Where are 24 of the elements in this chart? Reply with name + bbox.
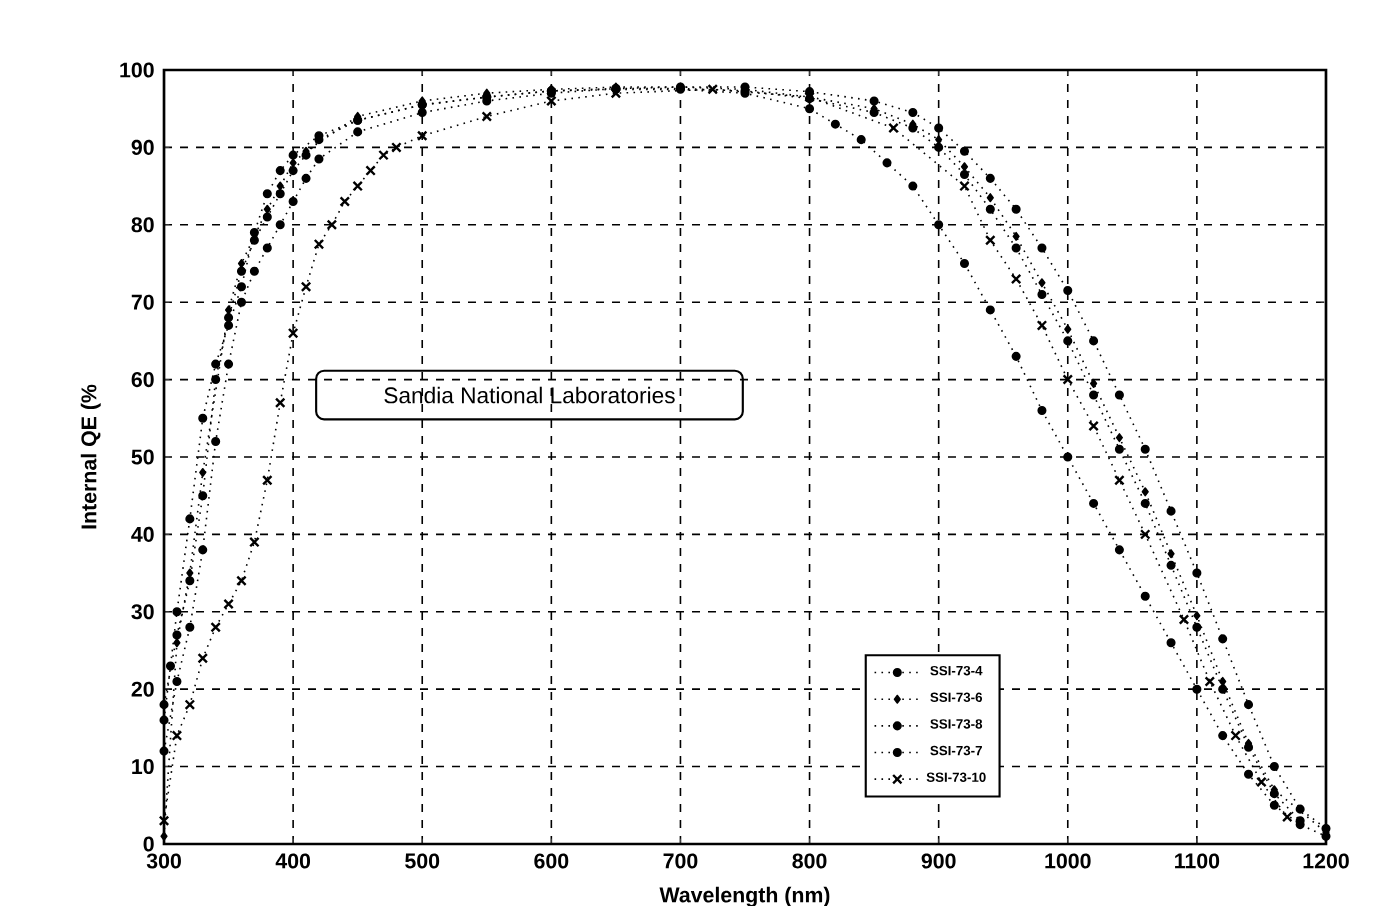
x-tick-label: 1100 [1175,853,1220,869]
y-tick-label: 40 [131,526,154,542]
x-tick-label: 500 [405,853,440,869]
y-tick-label: 80 [131,217,154,233]
x-tick-label: 900 [921,853,956,869]
x-tick-label: 1200 [1303,853,1349,869]
y-tick-label: 0 [143,836,154,852]
y-tick-label: 50 [131,449,154,465]
x-axis-title: Wavelength (nm) [659,886,830,906]
y-tick-label: 60 [131,372,154,388]
x-tick-label: 700 [663,853,698,869]
x-tick-label: 300 [146,853,181,869]
y-tick-label: 90 [131,139,154,155]
x-tick-label: 400 [275,853,311,869]
annotation: Sandia National Laboratories [384,386,675,404]
y-tick-label: 70 [131,294,154,310]
y-tick-label: 100 [120,62,154,78]
y-tick-label: 20 [131,681,154,697]
y-axis-title: Internal QE (% [80,384,101,529]
x-tick-label: 800 [792,853,827,869]
x-tick-label: 600 [534,853,569,869]
y-tick-label: 10 [132,759,154,775]
y-tick-label: 30 [131,604,154,620]
x-tick-label: 1000 [1045,853,1091,869]
